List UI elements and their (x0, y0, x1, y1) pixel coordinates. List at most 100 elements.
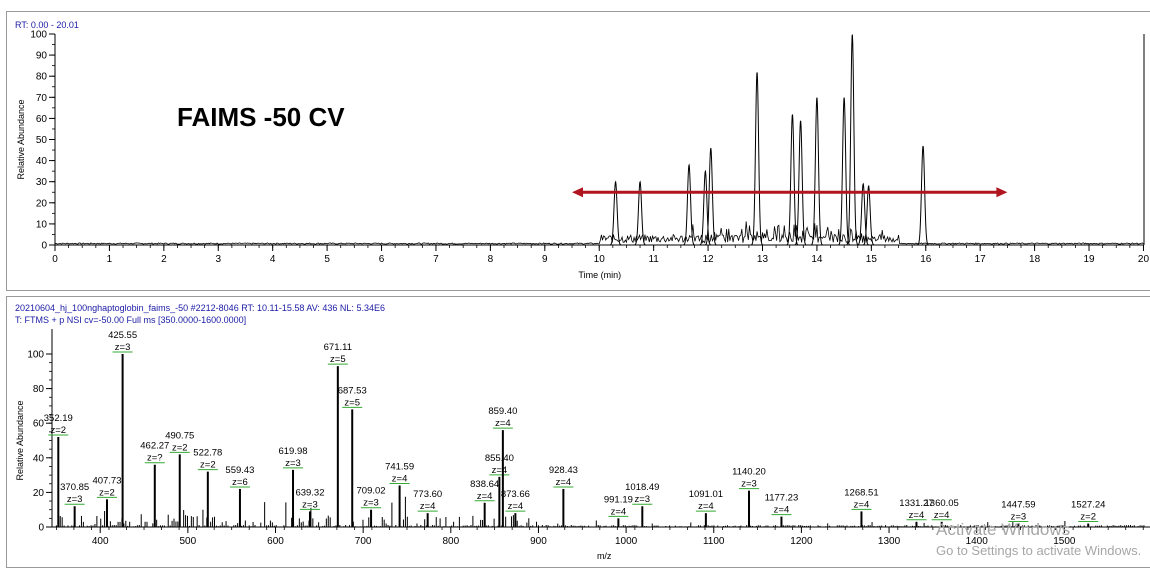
spectrum-panel: 20210604_hj_100nghaptoglobin_faims_-50 #… (6, 296, 1150, 568)
peak-mz-label: 1140.20 (732, 467, 766, 478)
peak-charge-label: z=2 (172, 442, 188, 453)
x-tick-label: 9 (542, 254, 548, 265)
peak-mz-label: 709.02 (357, 486, 386, 497)
peak-mz-label: 928.43 (549, 465, 578, 476)
peak-charge-label: z=3 (741, 479, 757, 490)
x-tick-label: 2 (161, 254, 167, 265)
spectrum-header-scan: 20210604_hj_100nghaptoglobin_faims_-50 #… (15, 303, 385, 313)
x-tick-label: 400 (92, 536, 109, 547)
peak-charge-label: z=4 (556, 477, 572, 488)
peak-mz-label: 1527.24 (1071, 500, 1105, 511)
peak-charge-label: z=3 (115, 342, 131, 353)
peak-mz-label: 490.75 (165, 430, 194, 441)
peak-charge-label: z=? (147, 453, 163, 464)
chromatogram-baseline (54, 221, 1144, 245)
x-tick-label: 11 (648, 254, 659, 265)
x-tick-label: 8 (488, 254, 494, 265)
chromatogram-peak (751, 72, 763, 246)
x-tick-label: 0 (52, 254, 58, 265)
x-tick-label: 800 (442, 536, 459, 547)
x-tick-label: 16 (920, 254, 932, 265)
peak-charge-label: z=3 (302, 499, 318, 510)
peak-mz-label: 838.64 (470, 479, 499, 490)
range-arrow-head-left (572, 187, 584, 198)
x-axis-title: Time (min) (578, 270, 621, 280)
y-axis-title: Relative Abundance (16, 99, 26, 179)
range-arrow-head-right (996, 187, 1008, 198)
peak-charge-label: z=4 (477, 491, 493, 502)
y-tick-label: 0 (38, 523, 44, 534)
y-tick-label: 20 (36, 198, 48, 209)
peak-charge-label: z=3 (363, 498, 379, 509)
x-tick-label: 13 (757, 254, 769, 265)
chromatogram-peak (811, 97, 823, 246)
x-tick-label: 1 (107, 254, 113, 265)
y-tick-label: 40 (33, 453, 45, 464)
x-axis-title: m/z (597, 551, 612, 561)
chromatogram-peak (917, 145, 929, 246)
x-tick-label: 19 (1083, 254, 1095, 265)
x-tick-label: 1100 (703, 536, 725, 547)
peak-mz-label: 619.98 (278, 446, 307, 457)
chromatogram-peak (794, 120, 807, 246)
peak-mz-label: 1177.23 (765, 493, 799, 504)
y-tick-label: 100 (27, 350, 44, 361)
peak-charge-label: z=2 (99, 487, 115, 498)
y-tick-label: 80 (36, 72, 48, 83)
peak-charge-label: z=4 (420, 501, 436, 512)
peak-charge-label: z=4 (492, 465, 508, 476)
x-tick-label: 1400 (966, 536, 989, 547)
peak-charge-label: z=4 (698, 501, 714, 512)
peak-charge-label: z=5 (344, 397, 360, 408)
chromatogram-peak (705, 147, 717, 246)
x-tick-label: 10 (594, 254, 606, 265)
y-tick-label: 60 (36, 114, 48, 125)
x-tick-label: 5 (324, 254, 330, 265)
y-tick-label: 50 (36, 135, 48, 146)
peak-charge-label: z=2 (200, 460, 216, 471)
chromatogram-peak (857, 182, 869, 246)
peak-charge-label: z=6 (232, 477, 248, 488)
chromatogram-peak (863, 184, 875, 246)
peak-charge-label: z=2 (51, 425, 67, 436)
peak-mz-label: 462.27 (140, 441, 169, 452)
y-tick-label: 70 (36, 93, 48, 104)
x-tick-label: 1200 (790, 536, 813, 547)
chromatogram-peak (846, 34, 859, 245)
y-tick-label: 30 (36, 177, 48, 188)
x-tick-label: 3 (215, 254, 221, 265)
peak-mz-label: 859.40 (488, 406, 517, 417)
peak-mz-label: 370.85 (60, 482, 89, 493)
peak-charge-label: z=4 (774, 505, 790, 516)
peak-mz-label: 1447.59 (1001, 500, 1035, 511)
x-tick-label: 15 (866, 254, 878, 265)
peak-mz-label: 407.73 (92, 475, 121, 486)
peak-charge-label: z=4 (909, 510, 925, 521)
x-tick-label: 12 (703, 254, 715, 265)
x-tick-label: 20 (1138, 254, 1150, 265)
peak-mz-label: 559.43 (225, 465, 254, 476)
chromatogram-peak (786, 114, 799, 246)
spectrum-noise (55, 496, 1150, 527)
peak-charge-label: z=4 (934, 510, 950, 521)
peak-mz-label: 425.55 (108, 330, 137, 341)
faims-label: FAIMS -50 CV (177, 102, 345, 132)
chromatogram-peak (634, 180, 646, 246)
peak-charge-label: z=2 (1080, 512, 1096, 523)
y-tick-label: 40 (36, 156, 48, 167)
peak-charge-label: z=3 (67, 494, 83, 505)
peak-charge-label: z=3 (635, 494, 651, 505)
chromatogram-peak (683, 163, 695, 246)
x-tick-label: 7 (433, 254, 439, 265)
x-tick-label: 14 (811, 254, 823, 265)
activate-windows-subtitle: Go to Settings to activate Windows. (936, 543, 1142, 558)
x-tick-label: 4 (270, 254, 276, 265)
y-tick-label: 80 (33, 384, 45, 395)
chromatogram-panel: RT: 0.00 - 20.01 0 1 2 3 4 5 6 7 8 9 10 11 12 13 14 15 1… (6, 11, 1150, 291)
peak-mz-label: 671.11 (324, 342, 352, 353)
y-tick-label: 90 (36, 51, 48, 62)
y-tick-label: 10 (36, 219, 48, 230)
x-tick-label: 500 (180, 536, 197, 547)
spectrum-header-filter: T: FTMS + p NSI cv=-50.00 Full ms [350.0… (15, 315, 247, 325)
x-tick-label: 1300 (878, 536, 901, 547)
